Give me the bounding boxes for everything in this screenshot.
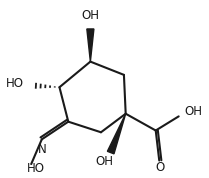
Text: OH: OH [81, 9, 99, 22]
Text: OH: OH [96, 155, 113, 168]
Polygon shape [87, 29, 94, 62]
Polygon shape [107, 114, 126, 154]
Text: HO: HO [26, 162, 45, 175]
Text: N: N [37, 143, 46, 156]
Text: HO: HO [6, 77, 24, 90]
Text: OH: OH [185, 105, 203, 118]
Text: O: O [155, 161, 164, 174]
